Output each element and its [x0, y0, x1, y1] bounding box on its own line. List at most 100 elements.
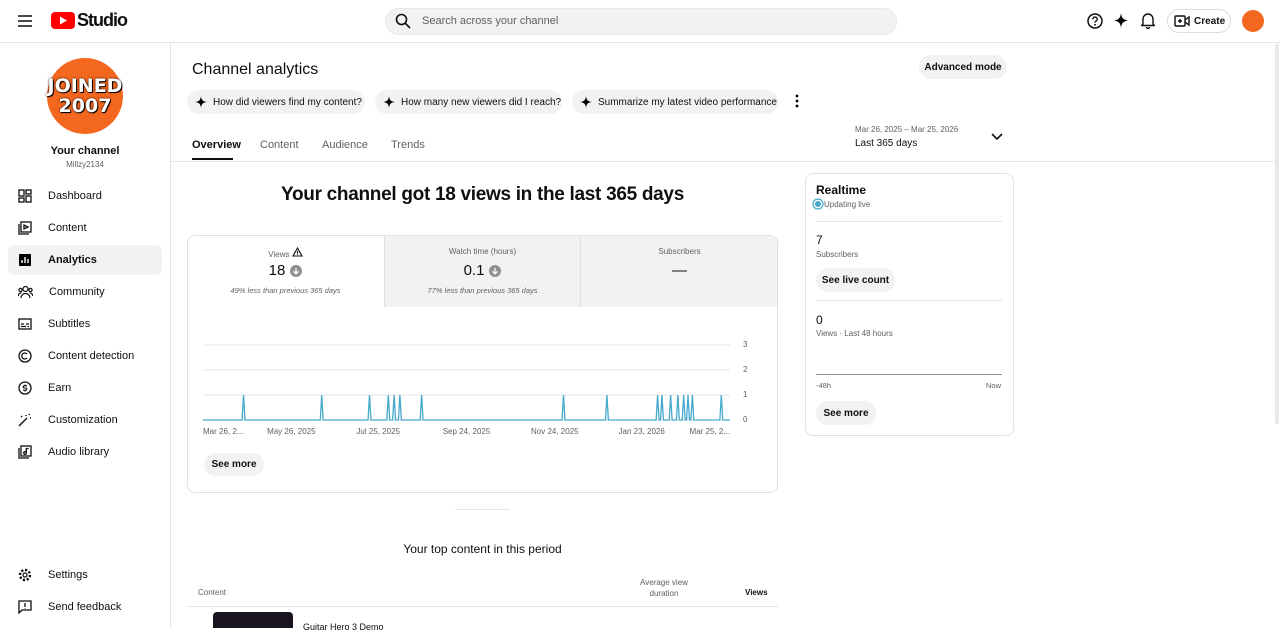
- live-count-button[interactable]: See live count: [816, 268, 895, 292]
- top-content-title: Your top content in this period: [403, 542, 562, 556]
- search-box[interactable]: [385, 8, 897, 35]
- logo-text[interactable]: Studio: [77, 10, 128, 30]
- nav-icon: [18, 349, 32, 363]
- tab[interactable]: Trends: [391, 139, 425, 151]
- metric-label-text: Views: [268, 250, 290, 259]
- divider: [816, 221, 1002, 222]
- realtime-status: Updating live: [824, 200, 871, 209]
- page-title: Channel analytics: [192, 61, 319, 78]
- search-icon: [395, 13, 411, 29]
- channel-handle: Millzy2134: [66, 160, 104, 169]
- prompt-text: How did viewers find my content?: [213, 96, 362, 108]
- sparkle-icon: [580, 96, 592, 108]
- ask-button[interactable]: [1114, 13, 1128, 28]
- nav-icon: [18, 221, 32, 235]
- y-tick-label: 1: [743, 390, 748, 399]
- prompt-chip[interactable]: How did viewers find my content?: [187, 90, 365, 114]
- tab[interactable]: Content: [260, 139, 299, 151]
- prompt-chip[interactable]: Summarize my latest video performance: [572, 90, 778, 114]
- sparkle-icon: [195, 96, 207, 108]
- thumbnail[interactable]: [213, 612, 293, 628]
- see-more-button[interactable]: See more: [204, 453, 264, 476]
- metric-label[interactable]: Watch time (hours): [448, 247, 517, 256]
- nav-item[interactable]: Earn: [8, 373, 162, 403]
- column-header: Views: [745, 588, 768, 597]
- column-header: Content: [198, 588, 227, 597]
- metric-value: 0.1: [384, 262, 581, 279]
- views-chart: 0 1 2 3 Mar 26, 2... May 26, 2025 Jul 25, 2025…: [203, 340, 748, 436]
- tab-underline: [192, 158, 233, 160]
- nav-item-active[interactable]: Analytics: [8, 245, 162, 275]
- divider: [187, 606, 778, 607]
- scrollbar[interactable]: [1275, 44, 1279, 424]
- nav-item[interactable]: Dashboard: [8, 181, 162, 211]
- nav-item[interactable]: Subtitles: [8, 309, 162, 339]
- create-button[interactable]: Create: [1167, 9, 1231, 33]
- realtime-end: Now: [986, 381, 1002, 390]
- sidebar-border: [170, 43, 171, 628]
- help-button[interactable]: [1087, 13, 1103, 29]
- x-tick-label: Jul 25, 2025: [356, 427, 400, 436]
- nav-label: Content: [48, 222, 87, 234]
- nav-item[interactable]: Community: [8, 277, 162, 307]
- content-title[interactable]: Guitar Hero 3 Demo: [303, 622, 384, 632]
- avatar-text: JOINED: [47, 75, 123, 97]
- nav-item[interactable]: Send feedback: [8, 592, 162, 622]
- overview-card: [187, 235, 778, 493]
- logo-icon[interactable]: [51, 12, 75, 29]
- period[interactable]: Last 365 days: [855, 138, 918, 149]
- nav-icon: [19, 254, 31, 266]
- headline: Your channel got 18 views in the last 36…: [281, 184, 684, 205]
- nav-label: Send feedback: [48, 601, 122, 613]
- realtime-see-more[interactable]: See more: [816, 401, 876, 425]
- nav-label: Dashboard: [48, 190, 102, 202]
- metric-value: 18: [187, 262, 384, 279]
- subscriber-label: Subscribers: [816, 250, 859, 259]
- line: [203, 394, 730, 421]
- more-button[interactable]: [794, 94, 800, 108]
- nav-label: Community: [49, 286, 105, 298]
- column-header: Average view duration: [640, 578, 688, 598]
- x-tick-label: Sep 24, 2025: [443, 427, 491, 436]
- period-dropdown[interactable]: [991, 133, 1003, 141]
- sparkle-icon: [383, 96, 395, 108]
- metric-divider: [580, 236, 581, 307]
- subscriber-count: 7: [816, 233, 823, 247]
- notifications-button[interactable]: [1141, 12, 1155, 29]
- account-avatar[interactable]: [1242, 10, 1264, 32]
- metric-label[interactable]: Subscribers: [658, 247, 701, 256]
- nav-icon: [18, 445, 32, 459]
- realtime-card: [805, 173, 1014, 436]
- channel-avatar[interactable]: JOINED 2007: [47, 58, 123, 134]
- channel-label: Your channel: [50, 145, 120, 157]
- x-tick-label: Nov 24, 2025: [531, 427, 579, 436]
- down-icon: [290, 264, 303, 277]
- menu-button[interactable]: [18, 15, 32, 27]
- divider: [171, 161, 1275, 162]
- nav-item[interactable]: Content detection: [8, 341, 162, 371]
- nav-icon: [18, 189, 32, 203]
- nav-label: Settings: [48, 569, 88, 581]
- nav-item[interactable]: Audio library: [8, 437, 162, 467]
- divider: [455, 509, 510, 510]
- realtime-views-label: Views · Last 48 hours: [816, 329, 893, 338]
- metric-label[interactable]: Views: [187, 246, 384, 259]
- nav-label: Customization: [48, 414, 118, 426]
- date-range: Mar 26, 2025 – Mar 25, 2026: [855, 125, 959, 134]
- advanced-mode-button[interactable]: Advanced mode: [919, 55, 1007, 79]
- nav-item[interactable]: Content: [8, 213, 162, 243]
- realtime-views: 0: [816, 313, 823, 327]
- nav-icon: [18, 381, 32, 395]
- prompt-chip[interactable]: How many new viewers did I reach?: [375, 90, 562, 114]
- nav-icon: [18, 413, 31, 427]
- metric-value-text: 0.1: [463, 262, 485, 279]
- create-label: Create: [1194, 15, 1226, 27]
- tab-active[interactable]: Overview: [192, 139, 241, 151]
- y-tick-label: 0: [743, 415, 748, 424]
- nav-item[interactable]: Settings: [8, 560, 162, 590]
- live-dot: [812, 198, 824, 210]
- nav-item[interactable]: Customization: [8, 405, 162, 435]
- nav-icon: [18, 285, 33, 299]
- tab[interactable]: Audience: [322, 139, 368, 151]
- metric-divider: [384, 236, 385, 307]
